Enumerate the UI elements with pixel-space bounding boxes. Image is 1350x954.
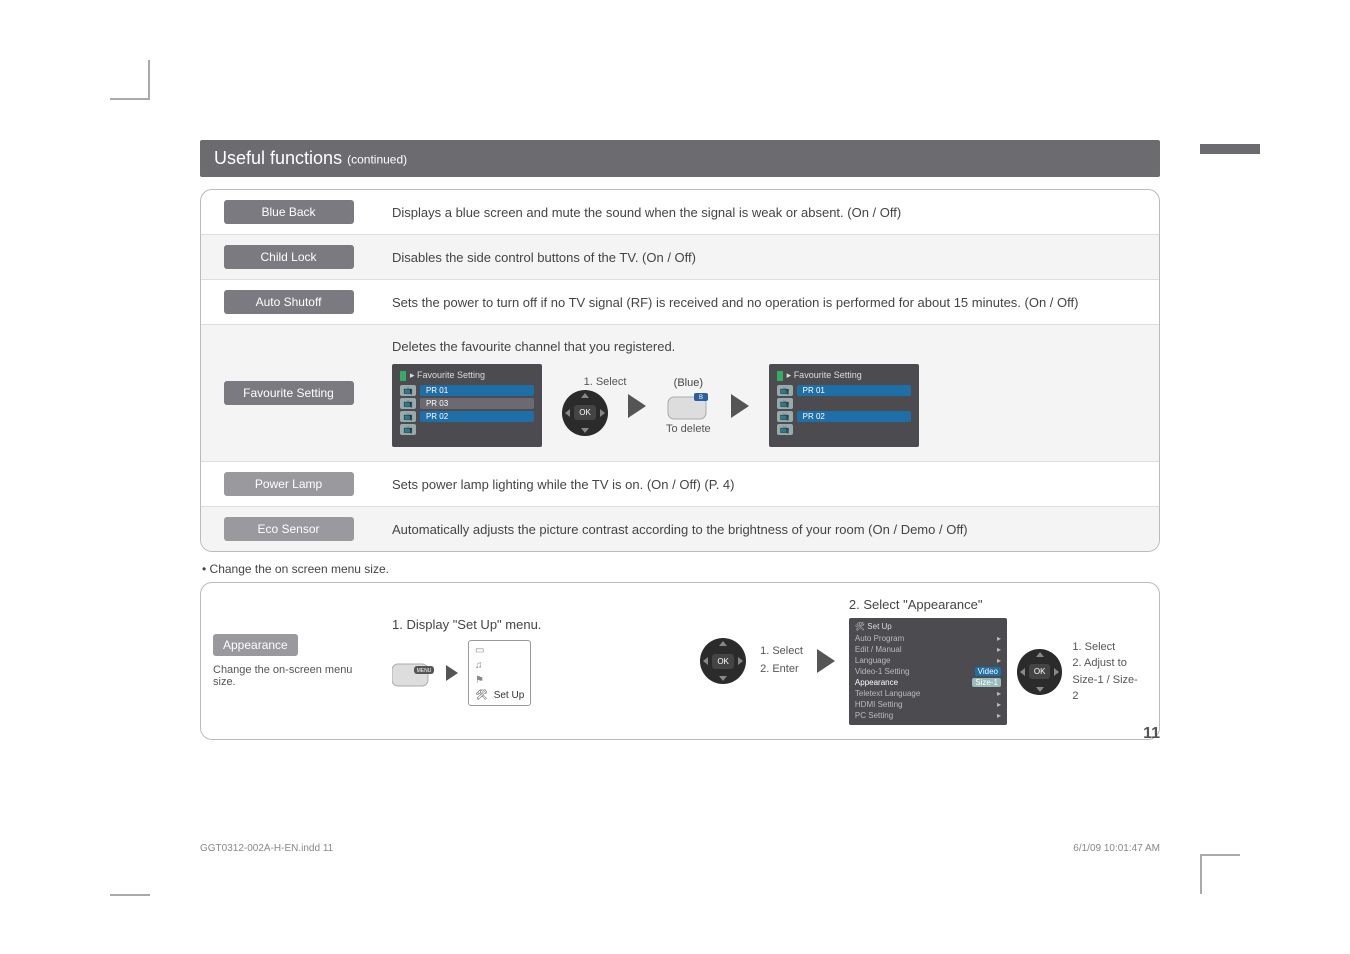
osd-setup-item: Auto Program: [855, 634, 904, 643]
r-adjust-label: 2. Adjust to: [1072, 655, 1143, 672]
osd-item: PR 03: [420, 398, 534, 409]
setting-desc: Sets the power to turn off if no TV sign…: [376, 280, 1159, 324]
ok-button-icon: OK: [700, 638, 746, 684]
setting-row: Child Lock Disables the side control but…: [201, 235, 1159, 280]
ok-button-icon: OK: [562, 390, 608, 436]
setting-pill: Child Lock: [224, 245, 354, 269]
arrow-icon: [731, 394, 749, 418]
appearance-caption: Change the on-screen menu size.: [213, 664, 364, 688]
setting-desc: Disables the side control buttons of the…: [376, 235, 1159, 279]
print-footer: GGT0312-002A-H-EN.indd 11 6/1/09 10:01:4…: [200, 843, 1160, 854]
osd-side-value: Video: [975, 667, 1001, 676]
header-tab-mark: [1200, 144, 1260, 154]
setting-desc: Automatically adjusts the picture contra…: [376, 507, 1159, 551]
r-sizes-label: Size-1 / Size-2: [1072, 672, 1143, 705]
setting-pill: Eco Sensor: [224, 517, 354, 541]
setting-desc: Displays a blue screen and mute the soun…: [376, 190, 1159, 234]
select-label: 1. Select: [584, 376, 627, 388]
osd-title: Favourite Setting: [794, 370, 862, 380]
osd-item: PR 02: [420, 411, 534, 422]
setting-row: Power Lamp Sets power lamp lighting whil…: [201, 462, 1159, 507]
ok-button-icon: OK: [1017, 649, 1062, 695]
osd-item: PR 02: [797, 411, 911, 422]
remote-menu-icon: MENU: [392, 656, 436, 690]
setting-row: Blue Back Displays a blue screen and mut…: [201, 190, 1159, 235]
osd-setup-item: Video-1 Setting: [855, 667, 910, 676]
setting-pill: Auto Shutoff: [224, 290, 354, 314]
osd-setup-item: Teletext Language: [855, 689, 920, 698]
favourite-row: Favourite Setting Deletes the favourite …: [201, 325, 1159, 462]
remote-icon: B: [666, 389, 710, 423]
crop-mark-br: [1200, 854, 1240, 894]
setting-row: Auto Shutoff Sets the power to turn off …: [201, 280, 1159, 325]
osd-setup-item: Edit / Manual: [855, 645, 902, 654]
svg-text:MENU: MENU: [417, 668, 432, 674]
delete-label: To delete: [666, 423, 711, 435]
osd-setup-item: PC Setting: [855, 711, 893, 720]
blue-label: (Blue): [674, 377, 703, 389]
step1-text: 1. Display "Set Up" menu.: [392, 617, 686, 632]
osd-title: Favourite Setting: [417, 370, 485, 380]
appearance-panel: Appearance Change the on-screen menu siz…: [200, 582, 1160, 740]
r-select-label: 1. Select: [1072, 639, 1143, 656]
crop-mark-tl: [110, 60, 150, 100]
section-header: Useful functions (continued): [200, 140, 1160, 177]
footer-left: GGT0312-002A-H-EN.indd 11: [200, 843, 333, 854]
osd-setup-title: Set Up: [867, 622, 891, 631]
settings-panel: Blue Back Displays a blue screen and mut…: [200, 189, 1160, 552]
arrow-icon: [628, 394, 646, 418]
setting-row: Eco Sensor Automatically adjusts the pic…: [201, 507, 1159, 551]
section-suffix: (continued): [347, 152, 407, 166]
osd-setup-item: Appearance: [855, 678, 898, 687]
section-title: Useful functions: [214, 148, 342, 168]
svg-text:B: B: [699, 395, 703, 401]
arrow-icon: [446, 665, 458, 681]
osd-item: PR 01: [420, 385, 534, 396]
crop-mark-tr: [1230, 60, 1240, 100]
menu-item-setup: Set Up: [494, 690, 525, 701]
ok-enter-label: 2. Enter: [760, 661, 803, 679]
setting-pill: Blue Back: [224, 200, 354, 224]
page-number: 11: [1143, 725, 1160, 743]
menu-icons-panel: ▭ ♫ ⚑ 🛠 Set Up: [468, 640, 531, 706]
favourite-intro: Deletes the favourite channel that you r…: [392, 339, 675, 354]
osd-favourite-before: ▸ Favourite Setting 📺PR 01 📺PR 03 📺PR 02…: [392, 364, 542, 447]
appearance-row: Appearance Change the on-screen menu siz…: [201, 583, 1159, 739]
setting-pill: Favourite Setting: [224, 381, 354, 405]
crop-mark-bl: [110, 894, 150, 914]
arrow-icon: [817, 649, 835, 673]
osd-side-value: Size-1: [972, 678, 1001, 687]
osd-setup-item: Language: [855, 656, 891, 665]
appearance-pill: Appearance: [213, 634, 298, 656]
setting-pill: Power Lamp: [224, 472, 354, 496]
ok-select-label: 1. Select: [760, 643, 803, 661]
setting-desc: Sets power lamp lighting while the TV is…: [376, 462, 1159, 506]
osd-setup-item: HDMI Setting: [855, 700, 903, 709]
osd-favourite-after: ▸ Favourite Setting 📺PR 01 📺 📺PR 02 📺: [769, 364, 919, 447]
footer-right: 6/1/09 10:01:47 AM: [1073, 843, 1160, 854]
step2-text: 2. Select "Appearance": [849, 597, 1143, 612]
lead-text: • Change the on screen menu size.: [202, 562, 1160, 576]
osd-item: PR 01: [797, 385, 911, 396]
osd-setup: 🛠 Set Up Auto Program▸ Edit / Manual▸ La…: [849, 618, 1007, 725]
